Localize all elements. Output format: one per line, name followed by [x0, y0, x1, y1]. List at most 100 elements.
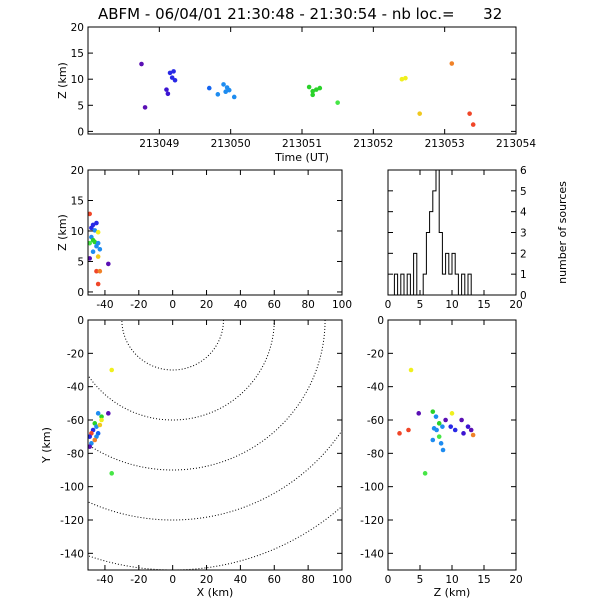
x-height-point-11	[95, 240, 101, 246]
plan-view-xlabel: X (km)	[197, 586, 234, 599]
z-y-view-ytick-label-5: -100	[360, 482, 384, 494]
z-y-view-point-13	[452, 427, 458, 433]
plan-view-point-0	[109, 367, 115, 373]
z-y-view-ytick-label-0: 0	[377, 315, 384, 327]
plan-view-point-6	[99, 417, 104, 423]
z-y-view-xtick-label-4: 20	[509, 574, 522, 586]
z-y-view-point-6	[433, 414, 439, 419]
z-y-view-xtick-label-1: 5	[417, 574, 424, 586]
time-height-xtick-label-3: 213052	[353, 138, 393, 150]
range-ring-90km	[88, 320, 326, 471]
z-y-view-ytick-label-1: -20	[367, 348, 384, 360]
time-height-xtick-label-0: 213049	[139, 138, 179, 150]
time-height-point-14	[231, 94, 237, 100]
z-y-view-ytick-label-7: -140	[360, 548, 384, 560]
time-height-point-15	[306, 84, 312, 90]
x-height-point-19	[95, 281, 101, 287]
height-histogram-ytick-label-2: 2	[520, 248, 527, 260]
plan-view-point-2	[99, 414, 104, 419]
height-histogram-ytick-label-6: 6	[520, 165, 527, 177]
time-height-point-11	[223, 89, 228, 95]
time-height-point-16	[310, 88, 316, 94]
x-height-xtick-label-3: 20	[200, 299, 213, 311]
z-y-view-point-15	[468, 427, 474, 433]
z-y-view-frame	[387, 319, 517, 571]
x-height-ytick-label-4: 20	[71, 165, 84, 177]
z-y-view-xtick-label-2: 10	[445, 574, 458, 586]
plan-view-point-12	[88, 434, 92, 439]
histogram-outline	[388, 170, 516, 295]
figure-title: ABFM - 06/04/01 21:30:48 - 21:30:54 - nb…	[98, 5, 502, 23]
plan-view-ytick-label-3: -60	[67, 415, 84, 427]
time-height-ytick-label-2: 10	[71, 74, 84, 86]
plan-view-point-16	[88, 444, 92, 449]
height-histogram-ytick-label-1: 1	[520, 269, 527, 281]
z-y-view-point-16	[397, 431, 402, 436]
z-y-view-point-17	[406, 427, 411, 433]
time-height-ylabel: Z (km)	[56, 62, 69, 99]
plan-view-ytick-label-5: -100	[60, 482, 84, 494]
height-histogram-ytick-label-4: 4	[520, 207, 527, 219]
time-height-point-17	[313, 87, 319, 92]
time-height-point-1	[142, 105, 148, 110]
z-y-view-ytick-label-4: -80	[367, 448, 384, 460]
plan-view-ytick-label-1: -20	[67, 348, 84, 360]
z-y-view-point-22	[440, 447, 446, 453]
x-height-point-2	[94, 220, 99, 226]
time-height-point-25	[467, 111, 472, 116]
time-height-xlabel: Time (UT)	[274, 151, 329, 164]
plan-view-ylabel: Y (km)	[40, 427, 53, 464]
x-height-point-4	[92, 228, 98, 233]
plan-view-xtick-label-1: -20	[130, 574, 147, 586]
height-histogram-xtick-label-1: 5	[417, 299, 424, 311]
x-height-xtick-label-2: 0	[169, 299, 176, 311]
z-y-view-point-10	[440, 424, 445, 429]
time-height-frame	[87, 26, 517, 135]
x-height-panel: -40 -20 0 20 40 60 80 100 0 5 10 15 20 Z (km)	[56, 165, 352, 311]
height-histogram-ylabel: number of sources	[556, 181, 569, 284]
plan-view-ytick-label-7: -140	[60, 548, 84, 560]
plan-view-frame	[87, 319, 343, 571]
z-y-view-point-5	[459, 417, 464, 423]
time-height-point-24	[449, 61, 455, 66]
plan-view-ytick-label-4: -80	[67, 448, 84, 460]
z-y-view-point-0	[408, 367, 414, 373]
z-y-view-point-19	[436, 434, 442, 439]
time-height-point-20	[335, 100, 340, 105]
z-y-view-xtick-label-3: 15	[477, 574, 490, 586]
height-histogram-ytick-label-3: 3	[520, 228, 527, 240]
time-height-ytick-label-1: 5	[77, 100, 84, 112]
height-histogram-plot-area	[388, 170, 516, 295]
plan-view-xtick-label-7: 100	[332, 574, 352, 586]
x-height-plot-area	[88, 211, 111, 287]
x-height-xtick-label-0: -40	[96, 299, 113, 311]
plan-view-xtick-label-6: 80	[301, 574, 314, 586]
z-y-view-point-12	[448, 424, 454, 429]
x-height-frame	[87, 169, 343, 296]
x-height-xtick-label-1: -20	[130, 299, 147, 311]
time-height-panel: 213049 213050 213051 213052 213053 213054 0 5 10…	[56, 22, 536, 164]
plan-view-xtick-label-0: -40	[96, 574, 113, 586]
x-height-point-17	[94, 268, 99, 274]
plan-view-ytick-label-0: 0	[77, 315, 84, 327]
time-height-xtick-label-1: 213050	[211, 138, 251, 150]
time-height-point-3	[165, 91, 171, 97]
x-height-point-0	[88, 211, 92, 217]
panels: 213049 213050 213051 213052 213053 2130540510…	[40, 22, 569, 599]
x-height-point-14	[88, 256, 92, 261]
plan-view-ytick-label-6: -120	[60, 515, 84, 527]
time-height-point-9	[215, 92, 221, 97]
z-y-view-panel: 0 5 10 15 20 0 -20 -40 -60 -80 -100 -120 -140 Z (km)	[360, 315, 523, 599]
x-height-ytick-label-0: 0	[77, 287, 84, 299]
plan-view-point-1	[109, 471, 115, 476]
time-height-point-0	[139, 61, 144, 67]
time-height-point-8	[206, 85, 212, 91]
x-height-ytick-label-2: 10	[71, 226, 84, 238]
x-height-point-5	[95, 229, 101, 235]
x-height-ytick-label-3: 15	[71, 195, 84, 207]
z-y-view-point-20	[430, 437, 436, 443]
plan-view-point-5	[106, 411, 111, 416]
time-height-xtick-label-5: 213054	[496, 138, 536, 150]
